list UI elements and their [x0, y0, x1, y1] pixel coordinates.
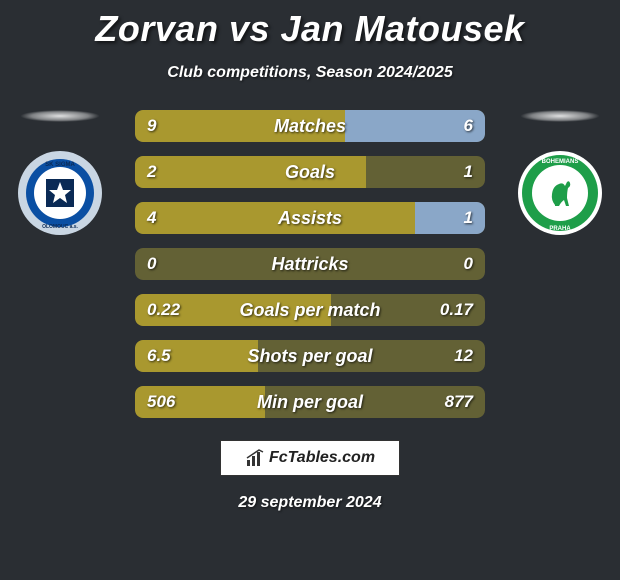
- stat-label: Shots per goal: [135, 346, 485, 367]
- stat-label: Hattricks: [135, 254, 485, 275]
- svg-text:OLOMOUC a.s.: OLOMOUC a.s.: [42, 224, 78, 230]
- team-right-badge: BOHEMIANS PRAHA: [517, 150, 603, 236]
- sigma-olomouc-badge-icon: SK SIGMA OLOMOUC a.s.: [17, 150, 103, 236]
- stat-row: 2Goals1: [135, 156, 485, 188]
- comparison-panel: SK SIGMA OLOMOUC a.s. BOHEMIANS PRAHA 9M…: [0, 110, 620, 418]
- badge-shadow: [20, 110, 100, 122]
- stat-row: 9Matches6: [135, 110, 485, 142]
- stat-label: Assists: [135, 208, 485, 229]
- stat-row: 0Hattricks0: [135, 248, 485, 280]
- team-left-badge: SK SIGMA OLOMOUC a.s.: [17, 150, 103, 236]
- stat-row: 4Assists1: [135, 202, 485, 234]
- page-subtitle: Club competitions, Season 2024/2025: [0, 64, 620, 82]
- stat-value-right: 1: [464, 208, 473, 228]
- stat-row: 506Min per goal877: [135, 386, 485, 418]
- badge-shadow: [520, 110, 600, 122]
- team-right-column: BOHEMIANS PRAHA: [510, 110, 610, 236]
- stat-row: 6.5Shots per goal12: [135, 340, 485, 372]
- fctables-chart-icon: [245, 448, 265, 468]
- branding-text: FcTables.com: [269, 449, 375, 467]
- svg-text:BOHEMIANS: BOHEMIANS: [542, 159, 579, 165]
- stat-label: Matches: [135, 116, 485, 137]
- stat-value-right: 1: [464, 162, 473, 182]
- page-title: Zorvan vs Jan Matousek: [0, 0, 620, 50]
- stat-row: 0.22Goals per match0.17: [135, 294, 485, 326]
- svg-text:PRAHA: PRAHA: [549, 226, 571, 232]
- branding-logo: FcTables.com: [220, 440, 400, 476]
- stat-value-right: 12: [454, 346, 473, 366]
- team-left-column: SK SIGMA OLOMOUC a.s.: [10, 110, 110, 236]
- stats-list: 9Matches6 2Goals1 4Assists1 0Hattricks0 0.22…: [135, 110, 485, 418]
- stat-value-right: 6: [464, 116, 473, 136]
- stat-value-right: 0.17: [440, 300, 473, 320]
- stat-label: Min per goal: [135, 392, 485, 413]
- stat-value-right: 0: [464, 254, 473, 274]
- svg-text:SK SIGMA: SK SIGMA: [45, 162, 75, 168]
- stat-label: Goals per match: [135, 300, 485, 321]
- footer-date: 29 september 2024: [0, 494, 620, 512]
- bohemians-badge-icon: BOHEMIANS PRAHA: [517, 150, 603, 236]
- stat-label: Goals: [135, 162, 485, 183]
- stat-value-right: 877: [445, 392, 473, 412]
